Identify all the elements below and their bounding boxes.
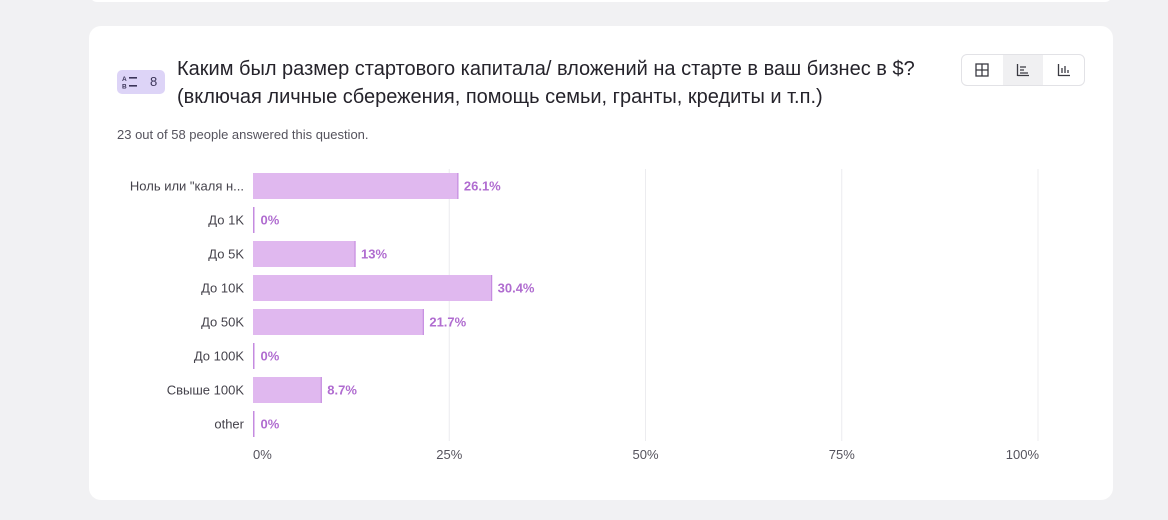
bar xyxy=(253,309,424,335)
x-tick-label: 100% xyxy=(1006,447,1040,462)
category-label: other xyxy=(214,417,244,432)
bar xyxy=(253,173,458,199)
horizontal-bar-view-button[interactable] xyxy=(1002,55,1044,85)
x-tick-label: 0% xyxy=(253,447,272,462)
x-tick-label: 25% xyxy=(436,447,462,462)
value-label: 21.7% xyxy=(429,315,466,330)
category-label: До 5K xyxy=(208,247,244,262)
bar xyxy=(253,207,255,233)
category-label: Ноль или "каля н... xyxy=(130,179,244,194)
previous-question-card xyxy=(90,0,1112,2)
horizontal-bar-chart-icon xyxy=(1016,64,1029,77)
vertical-bar-chart-icon xyxy=(1057,64,1070,77)
value-label: 0% xyxy=(261,349,280,364)
value-label: 26.1% xyxy=(464,179,501,194)
question-number-badge: A B 8 xyxy=(117,70,165,94)
ranking-list-icon: A B xyxy=(122,76,137,91)
bar xyxy=(253,275,492,301)
bar xyxy=(253,377,322,403)
category-label: До 50K xyxy=(201,315,244,330)
question-number: 8 xyxy=(150,74,158,89)
value-label: 0% xyxy=(261,417,280,432)
category-label: До 100K xyxy=(194,349,244,364)
table-view-button[interactable] xyxy=(962,55,1003,85)
answered-count-text: 23 out of 58 people answered this questi… xyxy=(117,127,369,142)
value-label: 30.4% xyxy=(498,281,535,296)
x-tick-label: 50% xyxy=(632,447,658,462)
value-label: 0% xyxy=(261,213,280,228)
category-label: Свыше 100K xyxy=(167,383,245,398)
svg-text:A: A xyxy=(122,76,127,83)
x-tick-label: 75% xyxy=(829,447,855,462)
category-label: До 10K xyxy=(201,281,244,296)
bar xyxy=(253,343,255,369)
value-label: 8.7% xyxy=(327,383,357,398)
category-label: До 1K xyxy=(208,213,244,228)
table-grid-icon xyxy=(975,63,989,77)
vertical-bar-view-button[interactable] xyxy=(1043,55,1084,85)
bar xyxy=(253,411,255,437)
svg-text:B: B xyxy=(122,84,127,91)
bar xyxy=(253,241,356,267)
view-toggle xyxy=(961,54,1085,86)
value-label: 13% xyxy=(361,247,387,262)
question-title: Каким был размер стартового капитала/ вл… xyxy=(177,58,915,108)
